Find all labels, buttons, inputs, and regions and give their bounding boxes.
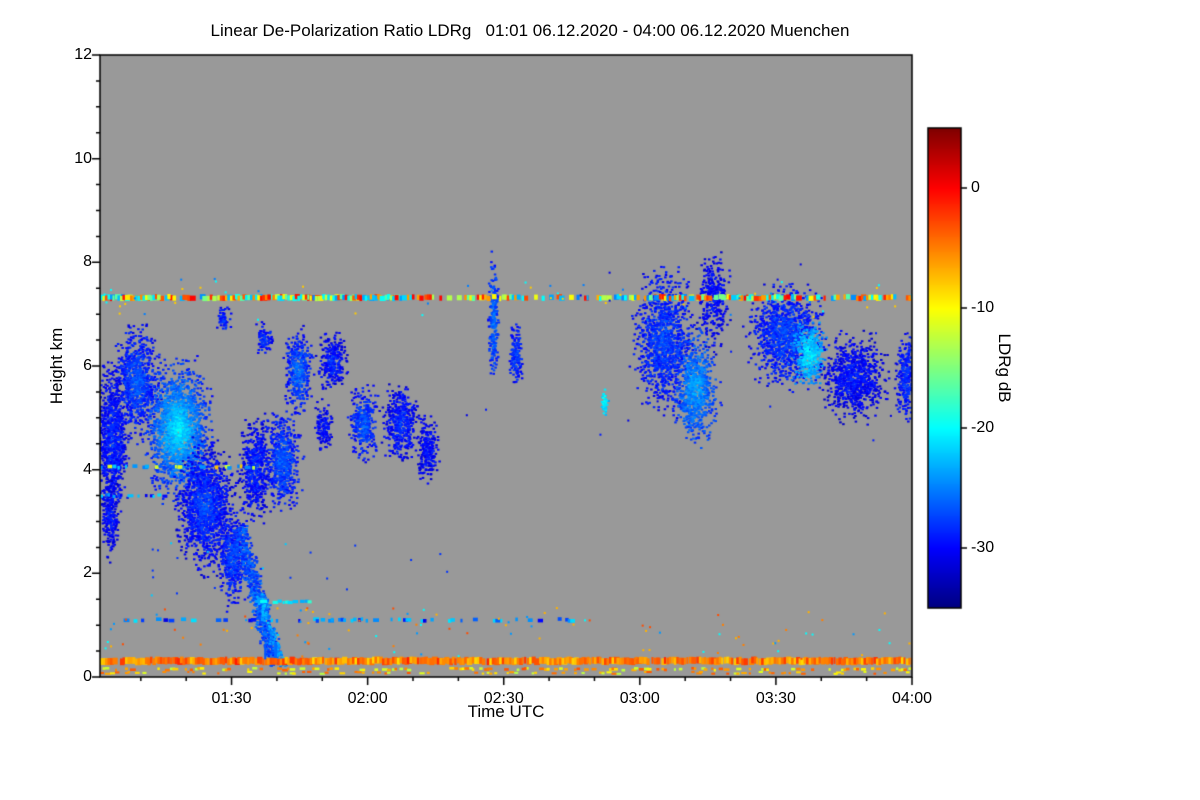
y-tick-label-10: 10: [74, 149, 92, 167]
chart-title: Linear De-Polarization Ratio LDRg 01:01 …: [210, 21, 850, 40]
colorbar-tick-label--10: -10: [971, 299, 995, 316]
y-tick-label-2: 2: [83, 564, 92, 582]
x-tick-label-01:30: 01:30: [211, 690, 252, 707]
y-tick-label-12: 12: [74, 46, 92, 63]
x-axis-label: Time UTC: [467, 702, 545, 721]
colorbar-label: LDRg dB: [995, 333, 1014, 403]
colorbar-tick-label-0: 0: [971, 179, 980, 196]
x-tick-label-03:00: 03:00: [619, 690, 660, 707]
y-tick-label-0: 0: [83, 668, 92, 685]
y-tick-label-4: 4: [83, 460, 92, 478]
x-tick-label-02:00: 02:00: [347, 690, 388, 707]
x-tick-label-03:30: 03:30: [755, 690, 796, 707]
x-tick-label-02:30: 02:30: [483, 690, 524, 707]
x-tick-label-04:00: 04:00: [891, 690, 933, 707]
colorbar-tick-label--20: -20: [971, 419, 995, 436]
colorbar-tick-label--30: -30: [971, 539, 995, 556]
y-tick-label-8: 8: [83, 253, 92, 271]
y-tick-label-6: 6: [83, 357, 92, 374]
